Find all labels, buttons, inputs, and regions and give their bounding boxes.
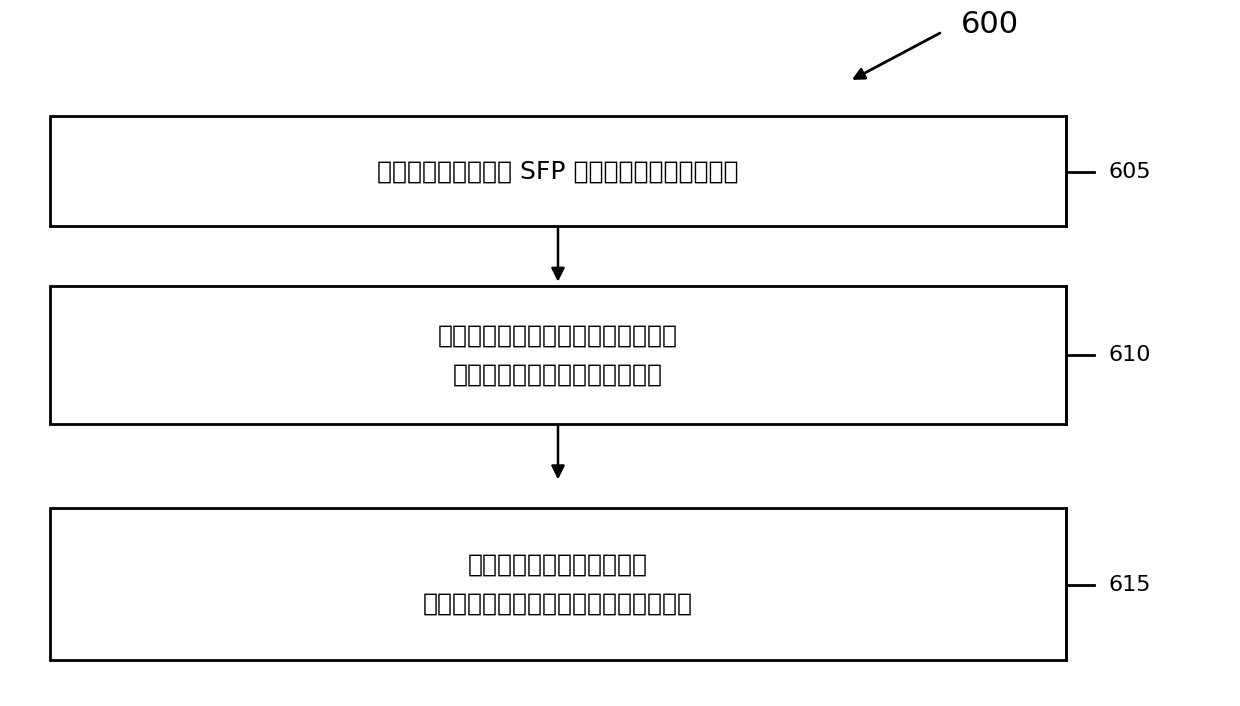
Text: 提供保持安装件，其被配置为附接到
网络装置的装置壳体的主体部分: 提供保持安装件，其被配置为附接到 网络装置的装置壳体的主体部分 [438,323,678,386]
Text: 提供被配置为固定到 SFP 光学收发器的光纤连接器: 提供被配置为固定到 SFP 光学收发器的光纤连接器 [377,160,739,183]
Bar [50,116,1066,226]
Text: 用被配置为可移除地门锁到
保持安装件上的外壳组件包围光纤连接器: 用被配置为可移除地门锁到 保持安装件上的外壳组件包围光纤连接器 [423,553,693,616]
Text: 600: 600 [961,10,1019,40]
Text: 605: 605 [1109,162,1151,181]
Text: 610: 610 [1109,345,1151,365]
Bar [50,286,1066,424]
Text: 615: 615 [1109,575,1151,594]
Bar [50,508,1066,660]
